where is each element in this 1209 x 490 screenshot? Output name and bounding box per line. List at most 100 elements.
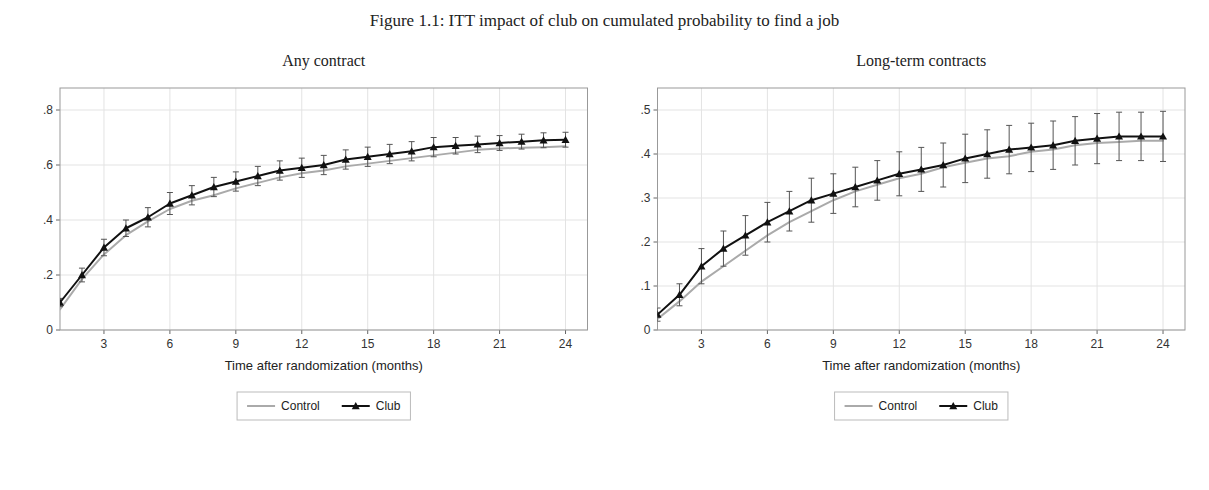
series-line bbox=[60, 146, 566, 309]
error-bar bbox=[984, 130, 990, 178]
x-tick bbox=[1097, 330, 1098, 334]
legend: ControlClub bbox=[237, 392, 410, 420]
error-bar bbox=[1160, 111, 1166, 161]
x-tick-label: 12 bbox=[893, 337, 907, 351]
marker bbox=[719, 245, 727, 252]
marker bbox=[917, 165, 925, 172]
error-bar-cap bbox=[189, 204, 195, 205]
x-tick bbox=[103, 330, 104, 334]
x-axis-label: Time after randomization (months) bbox=[225, 358, 423, 373]
error-bar-cap bbox=[658, 321, 661, 322]
plot-area bbox=[60, 132, 570, 309]
x-tick bbox=[767, 330, 768, 334]
error-bar bbox=[720, 231, 726, 266]
error-bar bbox=[658, 308, 661, 321]
plot-frame bbox=[658, 88, 1186, 330]
y-tick-label: .2 bbox=[640, 235, 650, 249]
legend-label: Club bbox=[376, 399, 401, 413]
series bbox=[60, 146, 566, 309]
error-bar-cap bbox=[497, 135, 503, 136]
error-bar-cap bbox=[786, 231, 792, 232]
marker bbox=[562, 136, 570, 143]
error-bar-cap bbox=[808, 178, 814, 179]
legend-label: Club bbox=[973, 399, 998, 413]
error-bar-cap bbox=[962, 182, 968, 183]
marker bbox=[983, 150, 991, 157]
error-bar bbox=[786, 191, 792, 231]
x-tick-label: 21 bbox=[493, 337, 507, 351]
y-tick-label: .4 bbox=[43, 213, 53, 227]
error-bar-cap bbox=[962, 134, 968, 135]
panel: Any contract0.2.4.6.83691215182124Time a… bbox=[43, 52, 588, 420]
plot-area bbox=[658, 111, 1168, 321]
x-tick bbox=[1031, 330, 1032, 334]
error-bar-cap bbox=[299, 158, 305, 159]
error-bar-cap bbox=[431, 156, 437, 157]
x-tick bbox=[565, 330, 566, 334]
grid-line bbox=[1031, 88, 1032, 330]
marker bbox=[1137, 132, 1145, 139]
error-bar bbox=[1094, 114, 1100, 164]
plot-frame bbox=[60, 88, 588, 330]
error-bar-cap bbox=[409, 160, 415, 161]
error-bar-cap bbox=[1072, 165, 1078, 166]
marker bbox=[1027, 143, 1035, 150]
error-bar bbox=[742, 216, 748, 256]
x-axis-label: Time after randomization (months) bbox=[822, 358, 1020, 373]
error-bar-cap bbox=[1116, 112, 1122, 113]
background bbox=[0, 0, 1209, 490]
marker bbox=[763, 218, 771, 225]
error-bar bbox=[387, 144, 393, 163]
error-bar-cap bbox=[519, 134, 525, 135]
error-bar-cap bbox=[145, 207, 151, 208]
y-tick-label: .5 bbox=[640, 103, 650, 117]
error-bar-cap bbox=[519, 149, 525, 150]
x-tick bbox=[367, 330, 368, 334]
error-bar bbox=[698, 249, 704, 284]
marker bbox=[408, 147, 416, 154]
x-tick bbox=[899, 330, 900, 334]
error-bar-cap bbox=[896, 151, 902, 152]
error-bar-cap bbox=[720, 266, 726, 267]
error-bar-cap bbox=[1006, 125, 1012, 126]
legend-marker bbox=[949, 402, 957, 409]
x-tick bbox=[301, 330, 302, 334]
legend-item: Club bbox=[939, 399, 998, 413]
error-bar-cap bbox=[387, 144, 393, 145]
error-bar-cap bbox=[830, 173, 836, 174]
error-bar-cap bbox=[1160, 111, 1166, 112]
marker bbox=[873, 176, 881, 183]
error-bar-cap bbox=[896, 195, 902, 196]
error-bar bbox=[123, 220, 129, 237]
error-bar-cap bbox=[698, 283, 704, 284]
grid-line bbox=[701, 88, 702, 330]
x-tick bbox=[433, 330, 434, 334]
error-bar-cap bbox=[211, 196, 217, 197]
error-bar bbox=[874, 161, 880, 201]
y-tick bbox=[56, 110, 60, 111]
x-tick bbox=[499, 330, 500, 334]
error-bar bbox=[676, 284, 682, 306]
error-bar-cap bbox=[101, 239, 107, 240]
error-bar-cap bbox=[321, 174, 327, 175]
error-bar-cap bbox=[720, 231, 726, 232]
marker bbox=[232, 178, 240, 185]
y-tick-label: .4 bbox=[640, 147, 650, 161]
marker bbox=[276, 167, 284, 174]
marker bbox=[697, 262, 705, 269]
error-bar bbox=[409, 142, 415, 161]
y-tick-label: 0 bbox=[644, 323, 651, 337]
error-bar-cap bbox=[167, 214, 173, 215]
marker bbox=[658, 311, 662, 318]
error-bar-cap bbox=[1094, 113, 1100, 114]
x-tick-label: 15 bbox=[959, 337, 973, 351]
marker bbox=[785, 207, 793, 214]
grid bbox=[60, 88, 588, 330]
grid-line bbox=[433, 88, 434, 330]
error-bar-cap bbox=[79, 281, 85, 282]
marker bbox=[807, 196, 815, 203]
error-bar bbox=[233, 172, 239, 191]
error-bar bbox=[365, 147, 371, 166]
error-bar bbox=[431, 138, 437, 157]
error-bar-cap bbox=[1138, 112, 1144, 113]
